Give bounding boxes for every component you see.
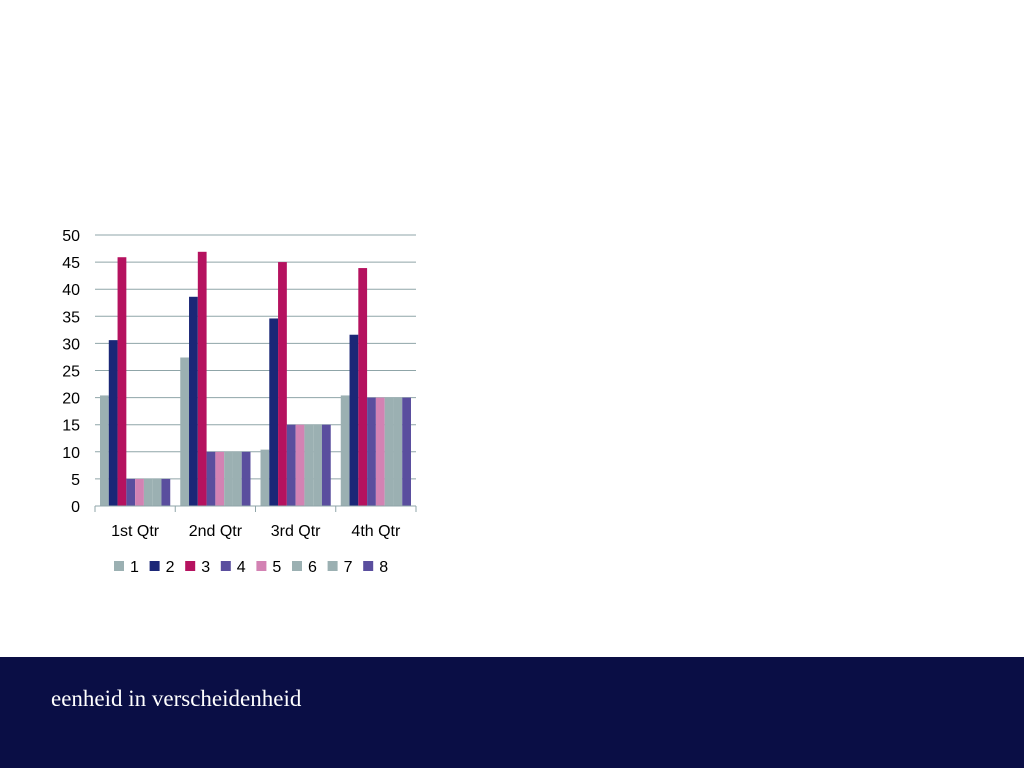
bar-2-1st-qtr xyxy=(108,340,118,506)
y-tick-label: 50 xyxy=(62,228,80,245)
x-category-label: 2nd Qtr xyxy=(189,523,243,540)
bar-4-2nd-qtr xyxy=(206,451,216,506)
bar-1-2nd-qtr xyxy=(180,357,190,506)
legend-label-2: 2 xyxy=(166,559,175,576)
legend-label-8: 8 xyxy=(379,559,388,576)
y-tick-label: 35 xyxy=(62,309,80,326)
bar-6-3rd-qtr xyxy=(304,424,314,506)
legend-swatch-5 xyxy=(256,561,267,571)
bar-8-4th-qtr xyxy=(402,397,411,506)
y-tick-label: 5 xyxy=(71,472,80,489)
legend-label-4: 4 xyxy=(237,559,246,576)
y-tick-label: 0 xyxy=(71,499,80,516)
bar-2-3rd-qtr xyxy=(269,318,279,506)
bar-4-1st-qtr xyxy=(126,478,136,506)
legend-label-7: 7 xyxy=(344,559,353,576)
legend-swatch-8 xyxy=(363,561,374,571)
bar-6-2nd-qtr xyxy=(224,451,233,506)
legend-swatch-2 xyxy=(149,561,160,571)
y-tick-label: 20 xyxy=(62,391,80,408)
bar-5-4th-qtr xyxy=(375,397,385,506)
bars xyxy=(100,251,411,506)
bar-5-2nd-qtr xyxy=(215,451,225,506)
bar-4-3rd-qtr xyxy=(286,424,296,506)
x-category-label: 1st Qtr xyxy=(111,523,160,540)
legend-swatch-6 xyxy=(292,561,302,571)
legend-label-6: 6 xyxy=(308,559,317,576)
bar-8-3rd-qtr xyxy=(321,424,331,506)
bar-1-3rd-qtr xyxy=(260,449,270,506)
legend-swatch-7 xyxy=(327,561,338,571)
bar-3-1st-qtr xyxy=(117,257,127,506)
y-tick-label: 45 xyxy=(62,255,80,272)
bar-3-2nd-qtr xyxy=(197,251,207,506)
bar-7-1st-qtr xyxy=(152,478,162,506)
bar-8-2nd-qtr xyxy=(241,451,251,506)
footer-tagline: eenheid in verscheidenheid xyxy=(51,686,302,711)
bar-7-4th-qtr xyxy=(393,397,403,506)
y-tick-label: 40 xyxy=(62,282,80,299)
bar-1-4th-qtr xyxy=(340,395,350,506)
y-tick-label: 10 xyxy=(62,445,80,462)
bar-5-3rd-qtr xyxy=(295,424,305,506)
bar-2-2nd-qtr xyxy=(189,296,198,506)
x-category-label: 4th Qtr xyxy=(351,523,401,540)
axis-labels: 0 5 10 15 20 25 30 35 40 45 50 1st Qtr 2nd Qtr 3rd Qt… xyxy=(62,228,401,540)
y-tick-label: 25 xyxy=(62,364,80,381)
bar-7-2nd-qtr xyxy=(232,451,242,506)
bar-3-4th-qtr xyxy=(358,268,368,506)
bar-8-1st-qtr xyxy=(161,478,171,506)
legend-label-1: 1 xyxy=(130,559,139,576)
x-category-label: 3rd Qtr xyxy=(271,523,321,540)
legend: 1 2 3 4 5 6 7 8 xyxy=(114,559,388,576)
bar-6-1st-qtr xyxy=(143,478,153,506)
legend-swatch-3 xyxy=(185,561,196,571)
gridlines xyxy=(95,234,416,480)
legend-label-3: 3 xyxy=(201,559,210,576)
bar-3-3rd-qtr xyxy=(278,262,287,506)
bar-2-4th-qtr xyxy=(349,334,359,506)
axes xyxy=(94,505,417,512)
y-tick-label: 30 xyxy=(62,336,80,353)
bar-6-4th-qtr xyxy=(384,397,394,506)
bar-1-1st-qtr xyxy=(100,395,109,506)
legend-swatch-4 xyxy=(220,561,231,571)
bar-7-3rd-qtr xyxy=(313,424,322,506)
y-tick-label: 15 xyxy=(62,418,80,435)
legend-label-5: 5 xyxy=(272,559,281,576)
footer-bar xyxy=(0,657,1024,768)
bar-4-4th-qtr xyxy=(367,397,376,506)
legend-swatch-1 xyxy=(114,561,124,571)
bar-5-1st-qtr xyxy=(135,478,144,506)
